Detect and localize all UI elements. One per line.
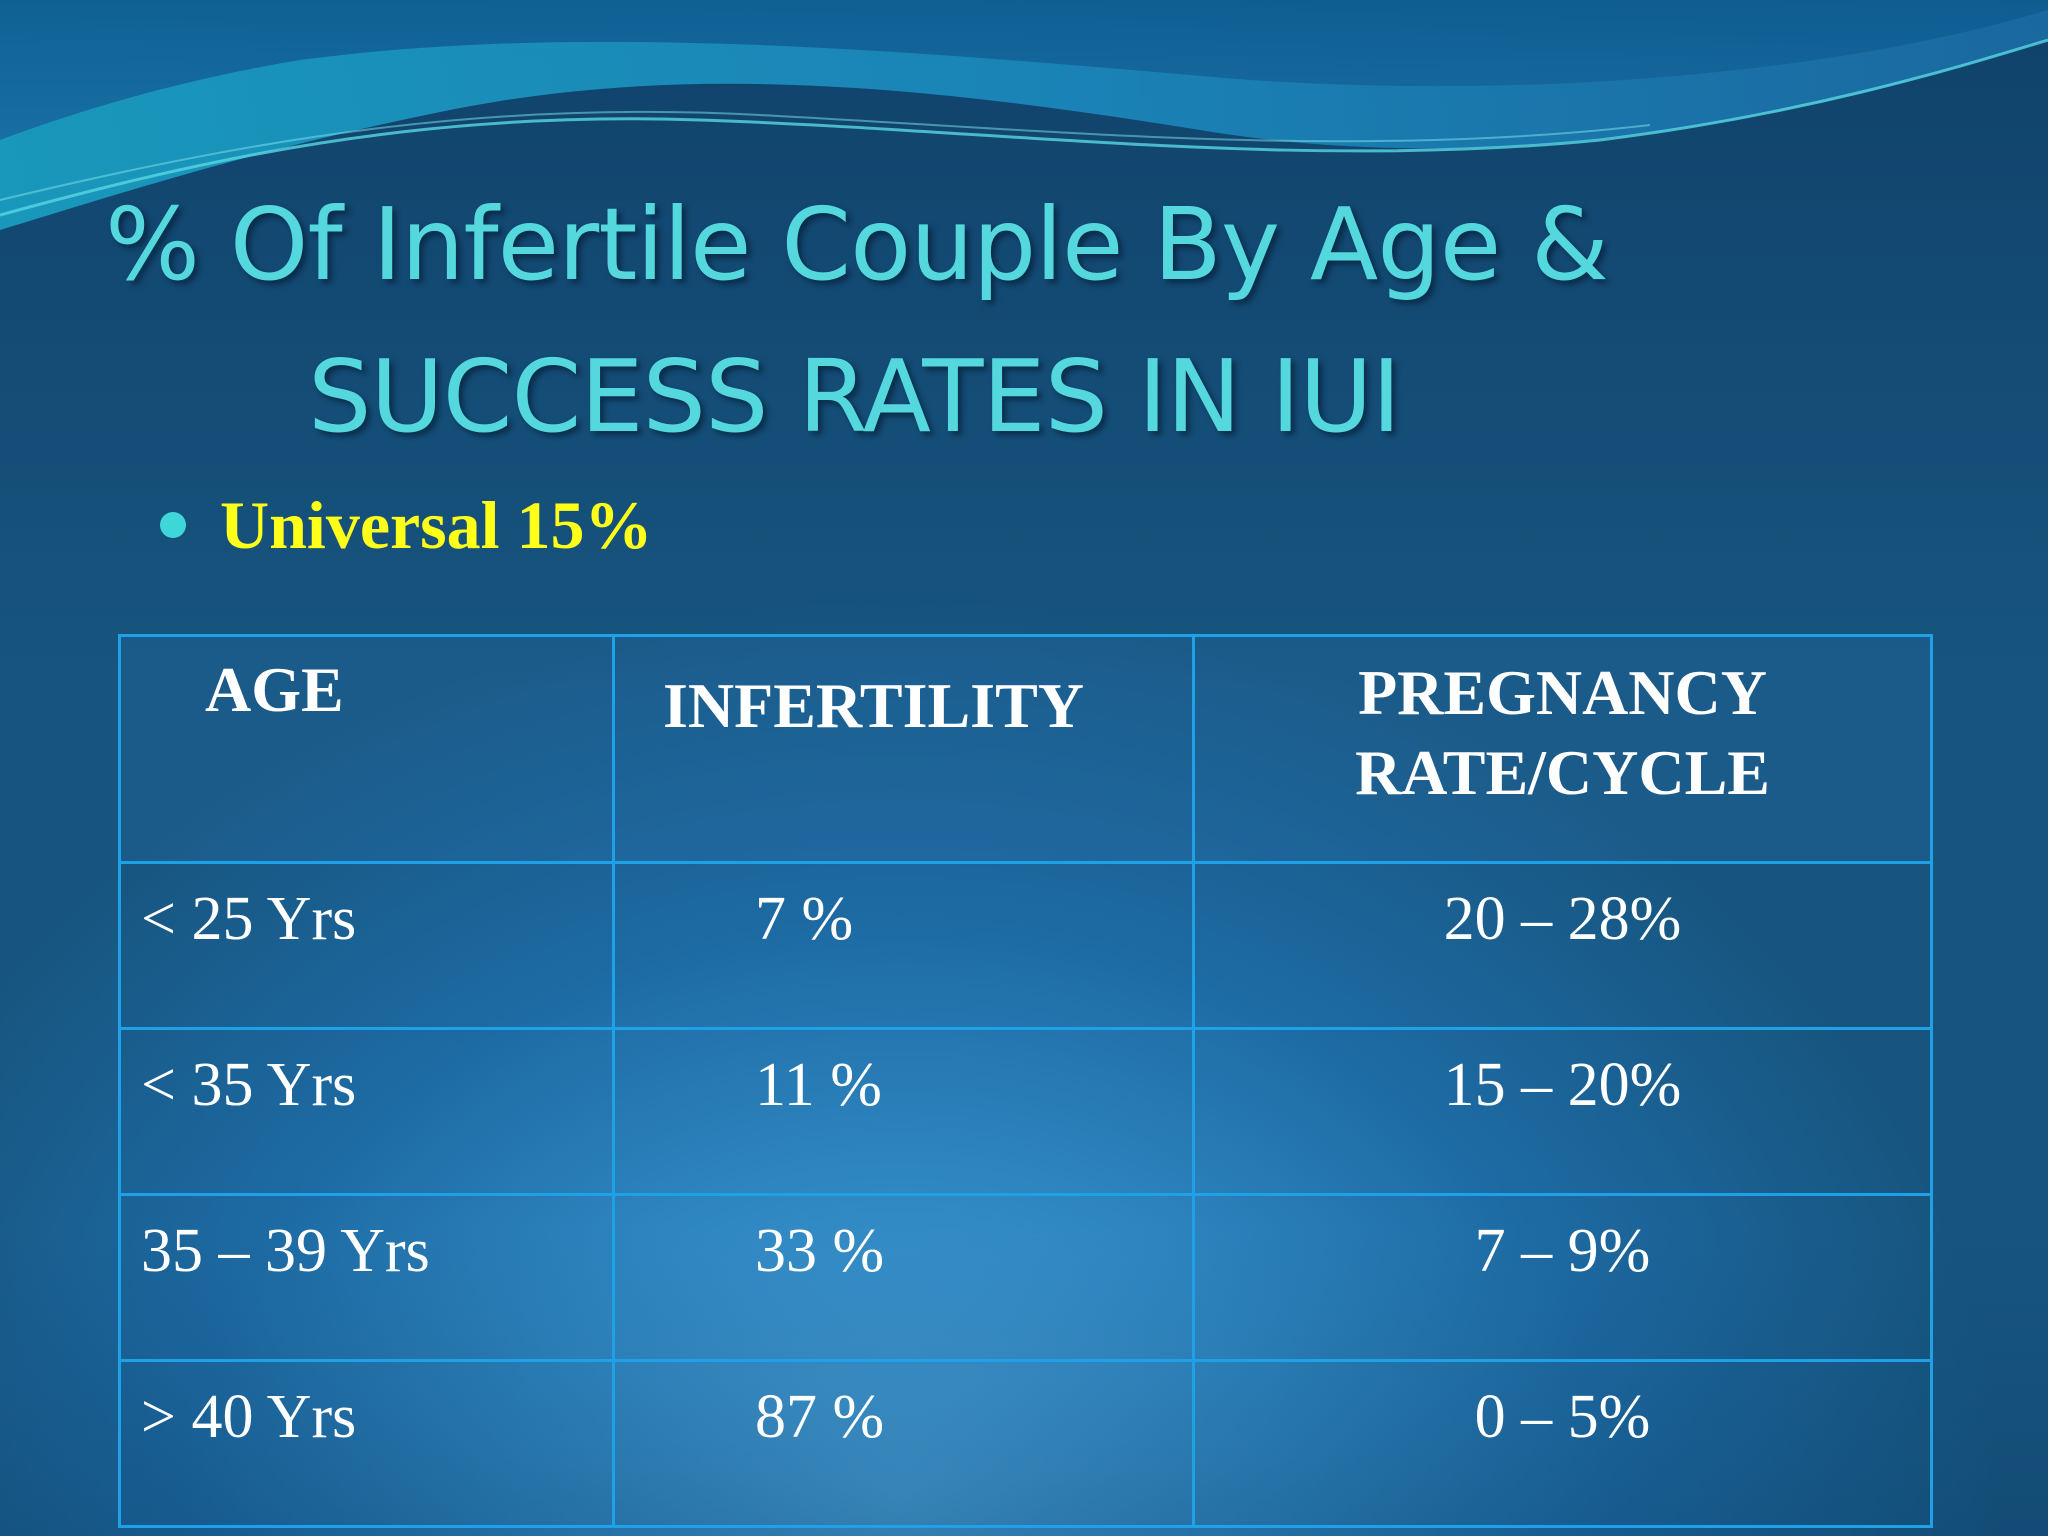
table-header-row: AGE INFERTILITY PREGNANCY RATE/CYCLE bbox=[118, 634, 1933, 864]
cell-infertility: 87 % bbox=[612, 1359, 1195, 1528]
age-infertility-table: AGE INFERTILITY PREGNANCY RATE/CYCLE < 2… bbox=[118, 634, 1933, 1528]
table-row: < 25 Yrs 7 % 20 – 28% bbox=[118, 861, 1933, 1030]
table-row: < 35 Yrs 11 % 15 – 20% bbox=[118, 1027, 1933, 1196]
table-row: 35 – 39 Yrs 33 % 7 – 9% bbox=[118, 1193, 1933, 1362]
bullet-text: Universal 15% bbox=[220, 486, 653, 563]
header-pregnancy-rate: PREGNANCY RATE/CYCLE bbox=[1192, 634, 1933, 864]
cell-age: < 35 Yrs bbox=[118, 1027, 615, 1196]
header-pregnancy-line-2: RATE/CYCLE bbox=[1355, 737, 1770, 808]
cell-pregnancy-rate: 7 – 9% bbox=[1192, 1193, 1933, 1362]
cell-age: 35 – 39 Yrs bbox=[118, 1193, 615, 1362]
cell-pregnancy-rate: 15 – 20% bbox=[1192, 1027, 1933, 1196]
header-pregnancy-line-1: PREGNANCY bbox=[1358, 657, 1767, 728]
cell-age: < 25 Yrs bbox=[118, 861, 615, 1030]
cell-infertility: 33 % bbox=[612, 1193, 1195, 1362]
header-age: AGE bbox=[118, 634, 615, 864]
title-line-2: SUCCESS RATES IN IUI bbox=[308, 338, 1401, 455]
cell-infertility: 7 % bbox=[612, 861, 1195, 1030]
decorative-wave bbox=[0, 0, 2048, 230]
header-infertility: INFERTILITY bbox=[612, 634, 1195, 864]
bullet-dot-icon bbox=[160, 512, 186, 538]
cell-age: > 40 Yrs bbox=[118, 1359, 615, 1528]
table-row: > 40 Yrs 87 % 0 – 5% bbox=[118, 1359, 1933, 1528]
cell-pregnancy-rate: 0 – 5% bbox=[1192, 1359, 1933, 1528]
title-line-1: % Of Infertile Couple By Age & bbox=[105, 186, 1609, 303]
cell-pregnancy-rate: 20 – 28% bbox=[1192, 861, 1933, 1030]
bullet-item: Universal 15% bbox=[160, 480, 653, 570]
cell-infertility: 11 % bbox=[612, 1027, 1195, 1196]
